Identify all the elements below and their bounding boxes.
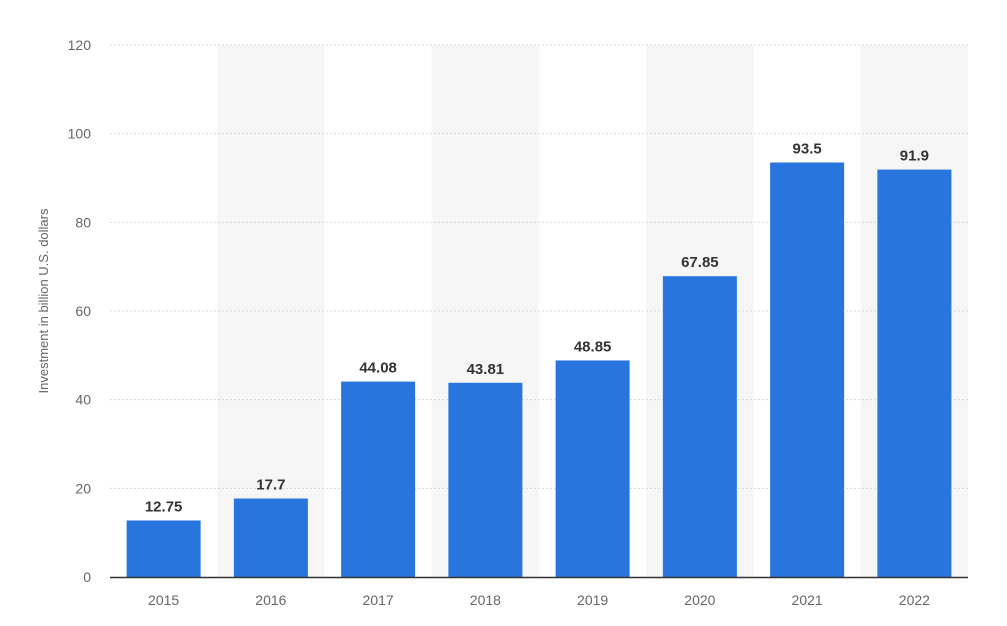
bar-2018[interactable] <box>448 382 523 577</box>
data-label: 48.85 <box>574 338 612 355</box>
bar-2017[interactable] <box>341 381 416 577</box>
y-tick-label: 0 <box>83 569 91 585</box>
x-tick-label: 2019 <box>577 592 608 608</box>
x-tick-labels: 2015 2016 2017 2018 2019 2020 2021 2022 <box>148 592 930 608</box>
data-label: 91.9 <box>900 148 929 165</box>
x-tick-label: 2017 <box>363 592 394 608</box>
x-tick-label: 2018 <box>470 592 501 608</box>
bar-2015[interactable] <box>126 520 201 577</box>
bar-2022[interactable] <box>877 169 952 577</box>
x-tick-label: 2020 <box>684 592 715 608</box>
bar-2021[interactable] <box>770 162 845 577</box>
x-tick-label: 2016 <box>255 592 286 608</box>
bar-2019[interactable] <box>555 360 630 577</box>
y-tick-label: 120 <box>68 37 92 53</box>
y-axis-label: Investment in billion U.S. dollars <box>36 208 51 393</box>
data-label: 93.5 <box>793 140 822 157</box>
bars <box>126 162 952 577</box>
x-tick-label: 2015 <box>148 592 179 608</box>
data-label: 44.08 <box>359 360 397 377</box>
data-label: 12.75 <box>145 498 183 515</box>
y-tick-label: 40 <box>75 392 91 408</box>
y-tick-label: 80 <box>75 214 91 230</box>
data-label: 17.7 <box>256 477 285 494</box>
data-labels: 12.75 17.7 44.08 43.81 48.85 67.85 93.5 91.9 <box>145 140 929 515</box>
y-tick-label: 20 <box>75 480 91 496</box>
data-label: 43.81 <box>467 361 505 378</box>
x-tick-label: 2022 <box>899 592 930 608</box>
y-tick-labels: 0 20 40 60 80 100 120 <box>68 37 92 585</box>
y-tick-label: 100 <box>68 126 92 142</box>
bar-2016[interactable] <box>233 498 308 577</box>
y-tick-label: 60 <box>75 303 91 319</box>
gridlines <box>110 44 968 489</box>
x-tick-label: 2021 <box>792 592 823 608</box>
bar-2020[interactable] <box>662 276 737 577</box>
data-label: 67.85 <box>681 254 719 271</box>
